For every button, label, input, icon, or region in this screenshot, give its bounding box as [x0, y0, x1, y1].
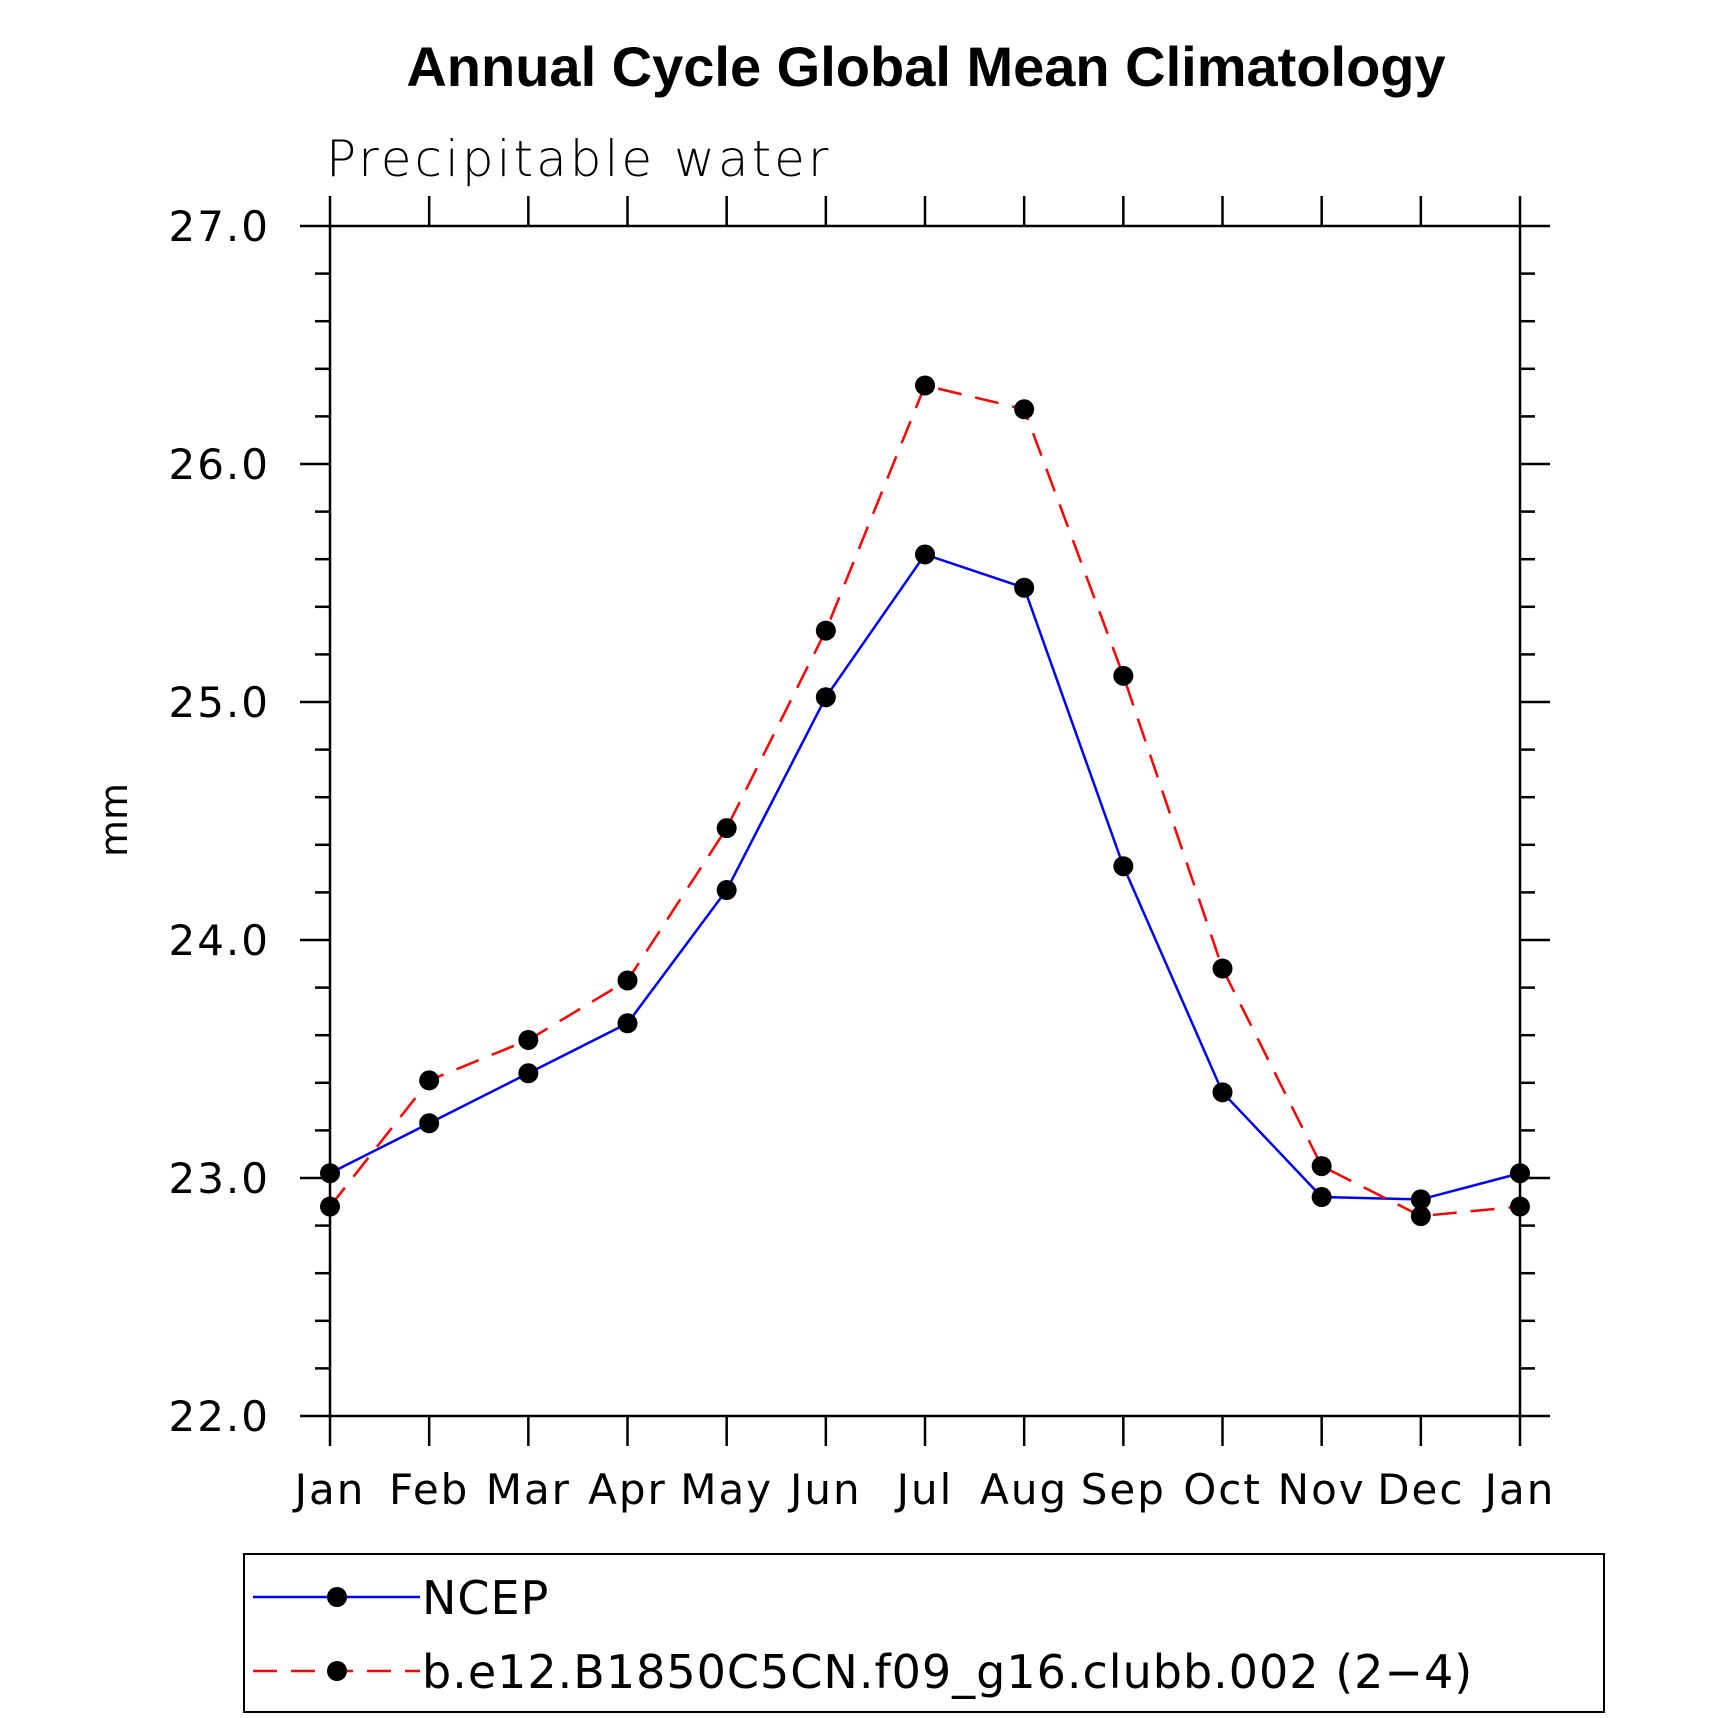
- series-1-point: [1014, 399, 1035, 420]
- series-1-point: [815, 620, 836, 641]
- chart-title: Annual Cycle Global Mean Climatology: [406, 35, 1445, 98]
- legend-box: [243, 1553, 1605, 1713]
- series-1-point: [1212, 958, 1233, 979]
- chart-subtitle: Precipitable water: [326, 130, 832, 188]
- x-tick-label: May: [680, 1465, 773, 1514]
- x-tick-label: Mar: [486, 1465, 571, 1514]
- legend-marker-ncep: [327, 1587, 347, 1607]
- x-tick-label: Nov: [1278, 1465, 1366, 1514]
- y-tick-label: 27.0: [168, 202, 270, 251]
- x-tick-label: Jan: [292, 1465, 366, 1514]
- series-1-point: [1113, 665, 1134, 686]
- legend-label-model: b.e12.B1850C5CN.f09_g16.clubb.002 (2−4): [422, 1645, 1473, 1699]
- series-0-point: [716, 880, 737, 901]
- series-1-point: [915, 375, 935, 396]
- series-0-point: [815, 687, 836, 708]
- y-tick-label: 24.0: [168, 916, 270, 965]
- axis-tick-labels: Jan Feb Mar Apr May Jun Jul Aug Sep Oct Nov Dec Jan 2…: [168, 202, 1556, 1514]
- plot-series: [320, 375, 1530, 1227]
- series-0-point: [518, 1063, 539, 1084]
- series-0-point: [915, 544, 935, 565]
- x-tick-label: Jan: [1482, 1465, 1556, 1514]
- legend: NCEP b.e12.B1850C5CN.f09_g16.clubb.002 (…: [243, 1553, 1605, 1713]
- series-0-point: [1311, 1187, 1332, 1208]
- x-tick-label: Sep: [1081, 1465, 1166, 1514]
- x-tick-label: Aug: [980, 1465, 1068, 1514]
- series-line-1: [329, 383, 1521, 1218]
- x-tick-label: Oct: [1183, 1465, 1262, 1514]
- y-tick-label: 22.0: [168, 1392, 270, 1441]
- series-0-point: [1113, 856, 1134, 877]
- series-0-point: [1212, 1082, 1233, 1103]
- plot-frame: [328, 224, 1522, 1418]
- y-tick-label: 23.0: [168, 1154, 270, 1203]
- series-line-0: [329, 552, 1521, 1201]
- x-tick-label: Jun: [787, 1465, 862, 1514]
- y-tick-label: 25.0: [168, 678, 270, 727]
- series-1-point: [518, 1029, 539, 1050]
- series-0-point: [617, 1013, 638, 1034]
- legend-marker-model: [327, 1661, 347, 1681]
- y-axis-label: mm: [92, 783, 136, 857]
- series-1-point: [1410, 1206, 1431, 1227]
- x-tick-label: Dec: [1377, 1465, 1464, 1514]
- series-1-point: [1311, 1156, 1332, 1177]
- legend-label-ncep: NCEP: [422, 1571, 549, 1625]
- x-tick-label: Jul: [894, 1465, 954, 1514]
- series-0-point: [419, 1113, 440, 1134]
- x-tick-label: Feb: [389, 1465, 469, 1514]
- series-0-point: [1014, 577, 1035, 598]
- x-tick-label: Apr: [588, 1465, 667, 1514]
- series-0-point: [1410, 1189, 1431, 1210]
- axis-ticks: [300, 196, 1550, 1446]
- y-tick-label: 26.0: [168, 440, 270, 489]
- series-1-point: [617, 970, 638, 991]
- series-1-point: [716, 818, 737, 839]
- series-1-point: [419, 1070, 440, 1091]
